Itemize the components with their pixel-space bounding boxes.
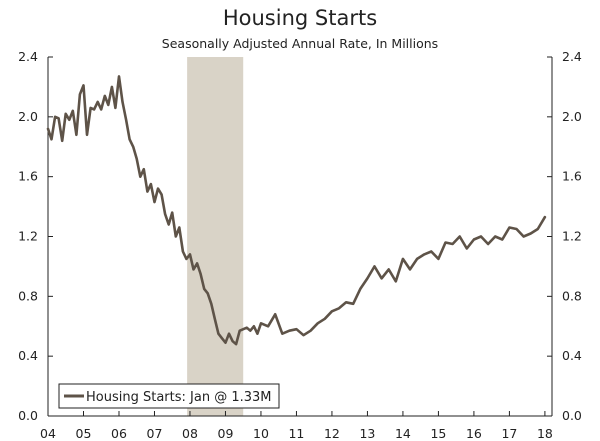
x-tick-label: 10	[253, 426, 269, 441]
x-tick-label: 17	[501, 426, 517, 441]
left-y-tick-label: 1.6	[18, 169, 38, 184]
x-tick-label: 18	[537, 426, 553, 441]
x-tick-label: 16	[466, 426, 482, 441]
chart-subtitle: Seasonally Adjusted Annual Rate, In Mill…	[161, 36, 439, 51]
x-tick-label: 08	[182, 426, 198, 441]
x-tick-label: 06	[111, 426, 127, 441]
right-y-tick-label: 0.0	[562, 408, 582, 423]
x-tick-label: 12	[324, 426, 340, 441]
x-tick-label: 04	[40, 426, 56, 441]
right-y-tick-label: 0.4	[562, 348, 582, 363]
right-y-tick-label: 2.0	[562, 109, 582, 124]
left-y-tick-label: 1.2	[18, 229, 38, 244]
x-tick-label: 15	[430, 426, 446, 441]
right-y-tick-label: 0.8	[562, 288, 582, 303]
legend-label: Housing Starts: Jan @ 1.33M	[86, 390, 272, 405]
x-tick-label: 11	[288, 426, 304, 441]
legend-box	[58, 383, 280, 409]
chart-title: Housing Starts	[222, 6, 378, 30]
x-tick-label: 05	[76, 426, 92, 441]
series-line-housing-starts	[46, 75, 547, 346]
right-y-tick-label: 2.4	[562, 49, 582, 64]
x-tick-label: 13	[359, 426, 375, 441]
x-tick-label: 14	[395, 426, 411, 441]
right-y-tick-label: 1.2	[562, 229, 582, 244]
x-tick-label: 07	[147, 426, 163, 441]
left-y-tick-label: 0.0	[18, 408, 38, 423]
right-y-tick-label: 1.6	[562, 169, 582, 184]
left-y-tick-label: 0.8	[18, 288, 38, 303]
left-y-tick-label: 2.0	[18, 109, 38, 124]
left-y-tick-label: 0.4	[18, 348, 38, 363]
recession-band	[187, 57, 244, 416]
x-tick-label: 09	[218, 426, 234, 441]
left-y-tick-label: 2.4	[18, 49, 38, 64]
